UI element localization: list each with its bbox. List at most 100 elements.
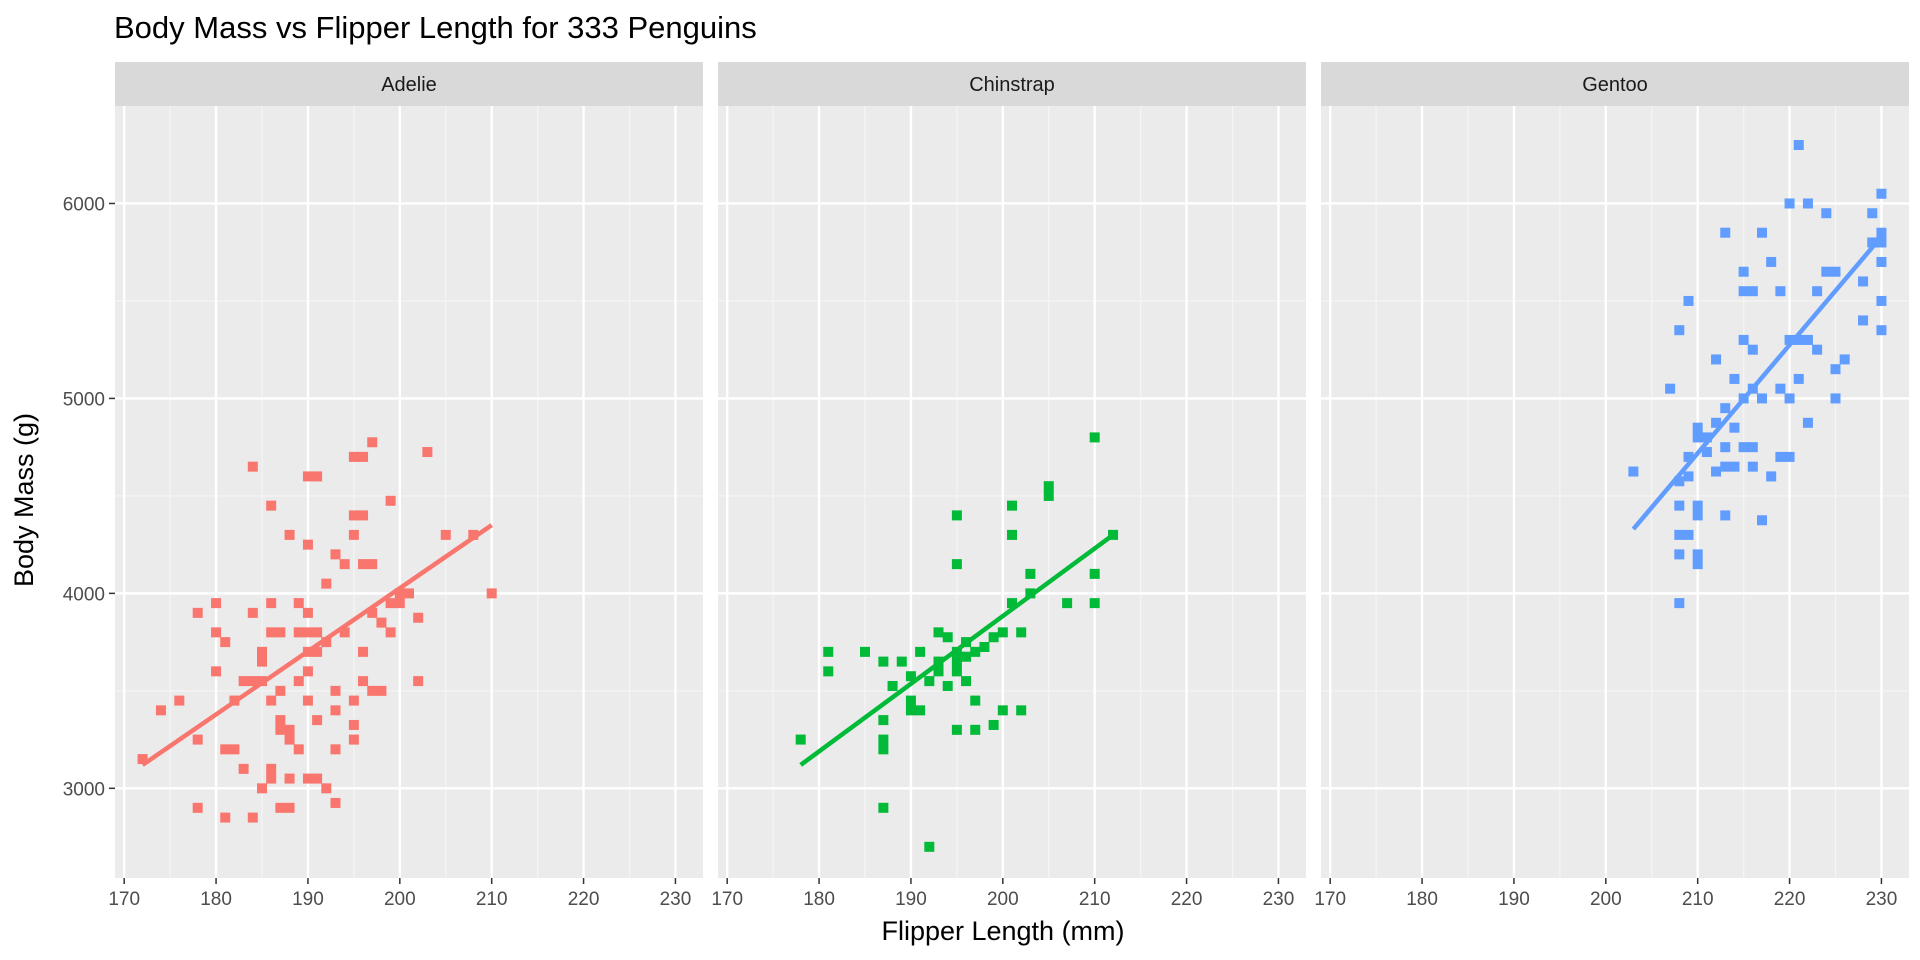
data-point	[961, 676, 972, 687]
data-point	[348, 734, 359, 745]
data-point	[1775, 286, 1786, 297]
data-point	[348, 510, 359, 521]
x-tick-label: 220	[1171, 889, 1203, 910]
x-tick-label: 170	[1314, 889, 1346, 910]
data-point	[1711, 354, 1722, 365]
data-point	[1720, 442, 1731, 453]
x-tick-label: 190	[1498, 889, 1530, 910]
data-point	[302, 627, 313, 638]
chart-title: Body Mass vs Flipper Length for 333 Peng…	[114, 10, 757, 45]
data-point	[192, 802, 203, 813]
data-point	[266, 598, 277, 609]
data-point	[1876, 227, 1887, 238]
facet-strip	[115, 62, 703, 106]
data-point	[1007, 529, 1017, 540]
data-point	[348, 719, 359, 730]
data-point	[367, 437, 378, 448]
data-point	[997, 705, 1008, 716]
data-point	[1757, 393, 1767, 404]
data-point	[422, 447, 433, 458]
data-point	[1775, 383, 1786, 394]
data-point	[924, 841, 935, 852]
x-tick-label: 210	[1682, 889, 1714, 910]
data-point	[330, 797, 341, 808]
data-point	[266, 773, 277, 784]
data-point	[284, 724, 295, 735]
data-point	[1821, 266, 1832, 277]
data-point	[1812, 286, 1823, 297]
data-point	[942, 632, 953, 643]
data-point	[1016, 705, 1027, 716]
data-point	[266, 627, 277, 638]
x-tick-label: 200	[987, 889, 1019, 910]
data-point	[1757, 515, 1767, 526]
data-point	[257, 656, 267, 667]
x-tick-label: 210	[476, 889, 508, 910]
data-point	[1683, 529, 1694, 540]
data-point	[1876, 295, 1887, 306]
data-point	[1674, 549, 1685, 560]
data-point	[284, 734, 295, 745]
x-tick-label: 200	[384, 889, 416, 910]
data-point	[924, 676, 935, 687]
data-point	[1766, 471, 1777, 482]
x-tick-label: 190	[292, 889, 324, 910]
facet-strip-label: Adelie	[381, 74, 437, 96]
data-point	[1720, 227, 1731, 238]
data-point	[266, 500, 277, 511]
data-point	[1830, 266, 1841, 277]
data-point	[211, 666, 222, 677]
x-tick-label: 180	[1406, 889, 1438, 910]
x-tick-label: 210	[1079, 889, 1111, 910]
data-point	[951, 510, 962, 521]
data-point	[1674, 476, 1685, 487]
data-point	[257, 783, 267, 794]
data-point	[915, 705, 926, 716]
data-point	[257, 646, 267, 657]
data-point	[1043, 481, 1054, 492]
data-point	[348, 695, 359, 706]
data-point	[247, 461, 258, 472]
data-point	[302, 471, 313, 482]
data-point	[1747, 461, 1758, 472]
data-point	[247, 676, 258, 687]
data-point	[376, 685, 387, 696]
facet-chinstrap: Chinstrap 170 180 190 200 210 220 230	[711, 62, 1306, 910]
data-point	[1683, 471, 1694, 482]
data-point	[915, 646, 926, 657]
data-point	[330, 705, 341, 716]
data-point	[1830, 393, 1841, 404]
data-point	[1876, 237, 1887, 248]
data-point	[238, 763, 249, 774]
data-point	[1692, 500, 1703, 511]
data-point	[1876, 188, 1887, 199]
data-point	[321, 637, 332, 648]
data-point	[1720, 403, 1731, 414]
data-point	[1793, 139, 1804, 150]
data-point	[293, 676, 304, 687]
x-tick-label: 220	[1774, 889, 1806, 910]
data-point	[887, 680, 898, 691]
data-point	[1089, 432, 1100, 443]
data-point	[970, 646, 981, 657]
data-point	[1747, 344, 1758, 355]
data-point	[1738, 266, 1749, 277]
data-point	[1007, 598, 1017, 609]
data-point	[247, 812, 258, 823]
y-tick-label: 4000	[63, 584, 105, 605]
data-point	[486, 588, 497, 599]
trend-line	[141, 523, 493, 767]
data-point	[367, 559, 378, 570]
data-point	[905, 671, 916, 682]
data-point	[1692, 549, 1703, 560]
x-tick-label: 230	[1866, 889, 1898, 910]
data-point	[1089, 568, 1100, 579]
x-tick-label: 220	[568, 889, 600, 910]
data-point	[878, 802, 889, 813]
data-point	[997, 627, 1008, 638]
data-point	[1683, 295, 1694, 306]
data-point	[275, 715, 286, 726]
data-point	[293, 598, 304, 609]
data-point	[220, 744, 231, 755]
